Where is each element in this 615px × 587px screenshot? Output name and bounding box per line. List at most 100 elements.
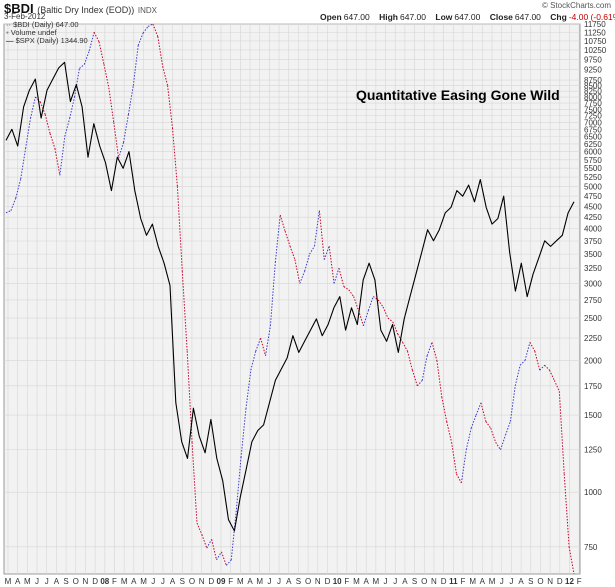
low-value: 647.00 [454, 12, 481, 22]
open-label: Open [320, 12, 342, 22]
bdi-line-segment [201, 534, 208, 549]
x-tick-label: N [431, 577, 437, 586]
x-tick-label: J [393, 577, 397, 586]
y-tick-label: 1250 [584, 446, 602, 455]
brand-link[interactable]: © StockCharts.com [541, 1, 611, 10]
legend-volume-label: Volume undef [10, 28, 57, 37]
y-tick-label: 750 [584, 543, 598, 552]
bdi-line-segment [44, 114, 51, 134]
bdi-line-segment [299, 270, 306, 284]
bdi-line-segment [426, 342, 433, 356]
y-tick-label: 7750 [584, 99, 602, 108]
bdi-line-segment [235, 457, 242, 513]
bdi-line-segment [152, 23, 159, 37]
x-tick-label: M [24, 577, 31, 586]
y-tick-label: 10750 [584, 37, 607, 46]
bdi-line-segment [255, 337, 262, 352]
x-tick-label: A [170, 577, 176, 586]
y-tick-label: 3000 [584, 279, 602, 288]
y-tick-label: 3500 [584, 250, 602, 259]
y-tick-label: 5250 [584, 173, 602, 182]
bdi-line-segment [436, 360, 443, 398]
x-tick-label: M [373, 577, 380, 586]
y-tick-label: 8750 [584, 76, 602, 85]
x-tick-label: D [325, 577, 331, 586]
legend-spx: — $SPX (Daily) 1344.90 [6, 36, 88, 45]
x-tick-label: A [131, 577, 137, 586]
x-tick-label: J [384, 577, 388, 586]
bdi-line-segment [83, 50, 90, 65]
y-tick-label: 8500 [584, 82, 602, 91]
bdi-line-segment [127, 85, 134, 115]
x-tick-label: 09 [217, 577, 226, 586]
legend-spx-label: $SPX (Daily) 1344.90 [15, 36, 88, 45]
x-tick-label: 11 [449, 577, 458, 586]
bdi-line-segment [167, 85, 173, 128]
bdi-line-segment [377, 299, 384, 308]
bdi-line-segment [358, 310, 364, 326]
bdi-line-segment [328, 246, 335, 284]
bdi-line-segment [509, 385, 516, 422]
x-tick-label: J [161, 577, 165, 586]
bdi-line-segment [421, 355, 428, 381]
x-tick-label: M [5, 577, 12, 586]
bdi-line-segment [260, 337, 266, 356]
bdi-line-segment [245, 370, 252, 409]
bdi-line-segment [431, 342, 438, 361]
symbol-exchange: INDX [137, 6, 158, 15]
bdi-line-segment [5, 210, 12, 214]
bdi-line-segment [284, 230, 291, 247]
bdi-line-segment [524, 342, 531, 361]
bdi-line-segment [74, 68, 80, 98]
x-tick-label: N [547, 577, 553, 586]
x-tick-label: S [63, 577, 68, 586]
bdi-line-segment [407, 351, 413, 371]
bdi-line-segment [25, 118, 31, 149]
x-tick-label: O [189, 577, 195, 586]
bdi-line-segment [387, 317, 394, 323]
y-tick-label: 1000 [584, 488, 602, 497]
open-value: 647.00 [343, 12, 370, 22]
x-tick-label: N [199, 577, 205, 586]
bdi-line-segment [10, 197, 17, 211]
x-tick-label: F [461, 577, 466, 586]
bdi-line-segment [338, 268, 345, 287]
y-tick-label: 5750 [584, 156, 602, 165]
y-tick-label: 9750 [584, 55, 602, 64]
x-tick-label: A [402, 577, 408, 586]
bdi-line-segment [49, 133, 56, 149]
bdi-line-segment [490, 428, 497, 443]
bdi-line-segment [240, 408, 247, 458]
x-tick-label: S [528, 577, 533, 586]
symbol-description: (Baltic Dry Index (EOD)) [37, 5, 135, 15]
bdi-line-segment [142, 26, 149, 34]
y-tick-label: 2750 [584, 296, 602, 305]
x-tick-label: D [557, 577, 563, 586]
bdi-line-segment [147, 23, 154, 27]
spx-line [5, 61, 575, 532]
bdi-line-segment [132, 45, 139, 86]
x-tick-label: J [277, 577, 281, 586]
x-tick-label: A [247, 577, 253, 586]
y-tick-label: 10250 [584, 46, 607, 55]
x-axis-ticks: M A M J J A S O N D 08 F M A M J J A S O N D 09 F M A M J J A S O N D 10 F M… [5, 577, 582, 586]
bdi-line-segment [20, 148, 27, 179]
bdi-line-segment [362, 310, 369, 326]
y-axis-ticks: 750 1000 1250 1500 1750 2000 2250 2500 2750 3000 3… [584, 20, 607, 552]
bdi-series-group [5, 23, 575, 575]
bdi-line-segment [470, 414, 477, 429]
x-tick-label: S [412, 577, 417, 586]
x-tick-label: S [296, 577, 301, 586]
bdi-line-segment [196, 522, 203, 535]
y-tick-label: 2500 [584, 314, 602, 323]
bdi-line-segment [225, 559, 232, 566]
legend-bdi-label: $BDI (Daily) 647.00 [13, 20, 79, 29]
bdi-line-segment [382, 306, 389, 319]
bdi-line-segment [553, 380, 560, 392]
x-tick-label: A [286, 577, 292, 586]
x-tick-label: M [140, 577, 147, 586]
x-tick-label: M [237, 577, 244, 586]
high-label: High [379, 12, 398, 22]
solid-line-icon: — [6, 36, 14, 45]
volume-bar-icon: ▪ [6, 28, 9, 37]
